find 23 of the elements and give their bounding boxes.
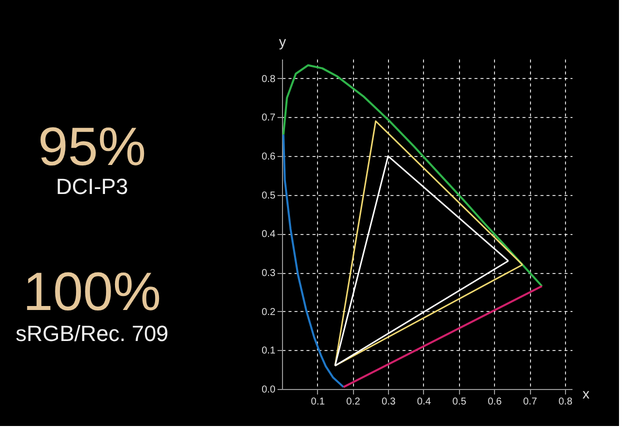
x-tick-label: 0.7 <box>523 396 538 408</box>
x-tick-label: 0.1 <box>310 396 326 408</box>
x-axis-title: x <box>582 386 590 402</box>
y-tick-label: 0.3 <box>262 268 276 280</box>
y-tick-label: 0.6 <box>262 152 276 163</box>
x-tick-label: 0.6 <box>488 396 502 408</box>
x-tick-label: 0.5 <box>452 396 467 408</box>
text: sRGB/Rec. 709 <box>16 321 168 346</box>
text: DCI-P3 <box>56 174 128 199</box>
text: 100% <box>22 262 162 322</box>
y-tick-label: 0.0 <box>262 384 276 396</box>
x-tick-label: 0.2 <box>346 396 361 408</box>
y-axis-title: y <box>279 34 286 50</box>
x-tick-label: 0.3 <box>382 396 396 408</box>
y-tick-label: 0.8 <box>262 74 276 85</box>
y-tick-label: 0.1 <box>262 346 276 357</box>
text: 95% <box>38 117 146 177</box>
x-tick-label: 0.4 <box>417 396 432 408</box>
y-tick-label: 0.2 <box>262 306 276 318</box>
y-tick-label: 0.7 <box>262 112 276 124</box>
y-tick-label: 0.5 <box>262 190 276 202</box>
x-tick-label: 0.8 <box>558 396 573 408</box>
y-tick-label: 0.4 <box>262 229 276 240</box>
